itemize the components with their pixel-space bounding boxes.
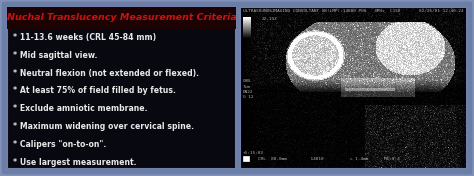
Text: * Neutral flexion (not extended or flexed).: * Neutral flexion (not extended or flexe… [13, 69, 199, 78]
Text: * Maximum widening over cervical spine.: * Maximum widening over cervical spine. [13, 122, 194, 131]
Text: 02/26/01 12:40:24: 02/26/01 12:40:24 [419, 9, 464, 13]
Text: * Mid sagittal view.: * Mid sagittal view. [13, 51, 98, 60]
Text: Nuchal Translucency Measurement Criteria: Nuchal Translucency Measurement Criteria [7, 14, 237, 23]
Text: 22.1GZ: 22.1GZ [262, 17, 278, 21]
Text: * 11-13.6 weeks (CRL 45-84 mm): * 11-13.6 weeks (CRL 45-84 mm) [13, 33, 156, 42]
Bar [243, 156, 249, 161]
Text: * Use largest measurement.: * Use largest measurement. [13, 158, 137, 167]
Text: +5:15:03: +5:15:03 [243, 151, 264, 155]
Text: * At least 75% of field filled by fetus.: * At least 75% of field filled by fetus. [13, 86, 176, 95]
Text: * Exclude amniotic membrane.: * Exclude amniotic membrane. [13, 104, 147, 113]
Bar [7, 7, 236, 29]
Bar [240, 7, 467, 169]
Text: CRL  80.0mm         14810          = 1.4mm      MI:0.4: CRL 80.0mm 14810 = 1.4mm MI:0.4 [258, 157, 400, 161]
Bar [7, 7, 236, 169]
Bar [240, 7, 467, 169]
Text: ULTRASOUNDSIMAGING CONSULTANT GR(LMP):14880 P00   4MHz  C158: ULTRASOUNDSIMAGING CONSULTANT GR(LMP):14… [243, 9, 401, 13]
Text: CHB
7cm
DN22
G 12: CHB 7cm DN22 G 12 [243, 79, 254, 99]
Text: * Calipers "on-to-on".: * Calipers "on-to-on". [13, 140, 106, 149]
